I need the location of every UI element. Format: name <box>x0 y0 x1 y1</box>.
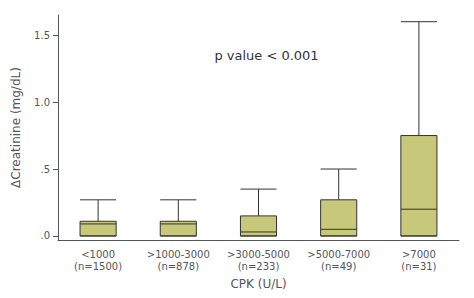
svg-text:>3000-5000: >3000-5000 <box>227 249 290 260</box>
svg-text:CPK (U/L): CPK (U/L) <box>230 277 286 291</box>
svg-text:1.5: 1.5 <box>34 30 50 41</box>
svg-text:(n=1500): (n=1500) <box>74 261 122 272</box>
svg-text:(n=31): (n=31) <box>401 261 436 272</box>
svg-text:ΔCreatinine (mg/dL): ΔCreatinine (mg/dL) <box>9 67 23 188</box>
svg-text:<1000: <1000 <box>81 249 115 260</box>
svg-text:.0: .0 <box>40 230 50 241</box>
svg-text:>1000-3000: >1000-3000 <box>147 249 210 260</box>
svg-text:(n=878): (n=878) <box>157 261 199 272</box>
svg-text:p value < 0.001: p value < 0.001 <box>214 48 318 63</box>
svg-text:1.0: 1.0 <box>34 97 50 108</box>
svg-text:(n=49): (n=49) <box>321 261 356 272</box>
svg-text:>7000: >7000 <box>402 249 436 260</box>
svg-text:>5000-7000: >5000-7000 <box>307 249 370 260</box>
svg-text:.5: .5 <box>40 164 50 175</box>
svg-text:(n=233): (n=233) <box>238 261 280 272</box>
